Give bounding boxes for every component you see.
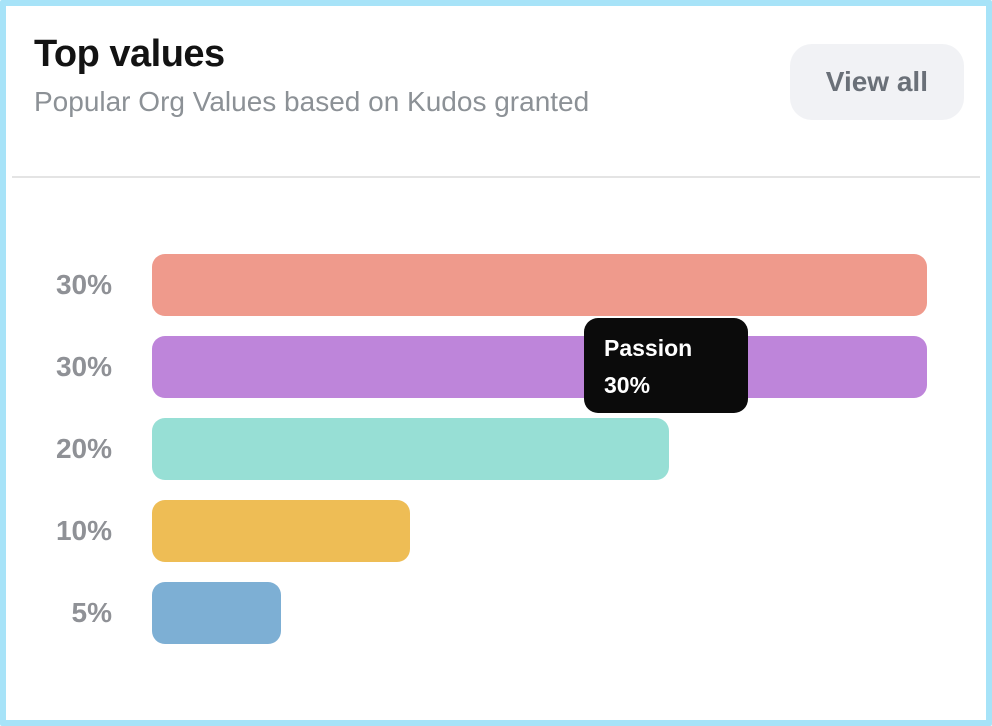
bar-row-1[interactable] (152, 254, 927, 316)
tooltip-value: 30% (604, 372, 651, 398)
chart-row: 30% (6, 254, 986, 316)
chart-row: 20% (6, 418, 986, 480)
bar-passion[interactable] (152, 336, 927, 398)
header-text: Top values Popular Org Values based on K… (34, 32, 589, 118)
bar-track (152, 336, 986, 398)
bar-track (152, 418, 986, 480)
tick-label: 20% (55, 433, 112, 464)
view-all-button[interactable]: View all (789, 44, 964, 120)
tick-label: 10% (55, 515, 112, 546)
bar-chart: 30% 30% 20% 10% 5% (6, 178, 986, 644)
tooltip-label: Passion (604, 335, 693, 361)
header-divider (12, 176, 980, 178)
card-header: Top values Popular Org Values based on K… (6, 6, 986, 120)
bar-row-5[interactable] (152, 582, 281, 644)
bar-track (152, 254, 986, 316)
chart-row: 10% (6, 500, 986, 562)
bar-track (152, 500, 986, 562)
bar-track (152, 582, 986, 644)
tick-label: 30% (55, 351, 112, 382)
bar-row-4[interactable] (152, 500, 410, 562)
chart-tooltip: Passion 30% (584, 318, 748, 413)
bar-row-3[interactable] (152, 418, 669, 480)
tick-label: 30% (55, 269, 112, 300)
chart-row: 30% (6, 336, 986, 398)
chart-row: 5% (6, 582, 986, 644)
card-subtitle: Popular Org Values based on Kudos grante… (34, 86, 590, 117)
page-title: Top values (34, 33, 225, 75)
tick-label: 5% (71, 597, 112, 628)
